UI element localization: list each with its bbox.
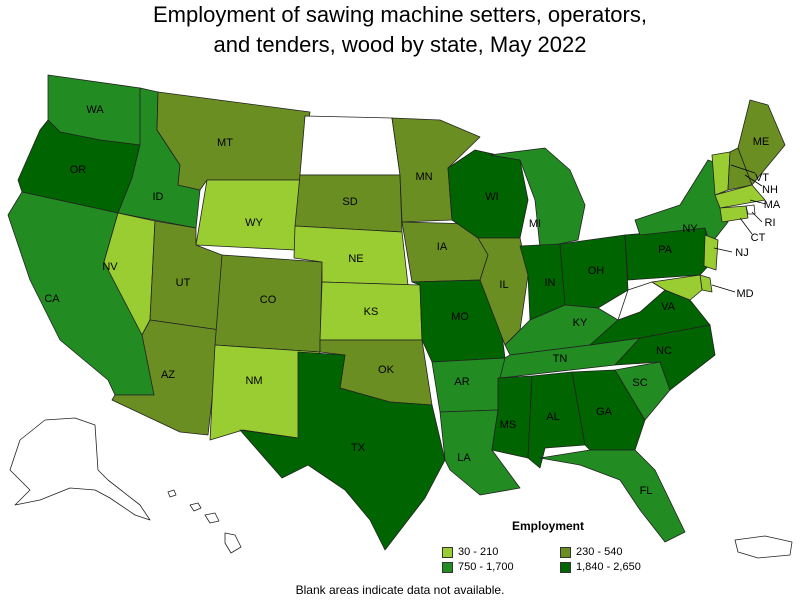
state-label-NC: NC bbox=[656, 345, 672, 357]
state-label-IL: IL bbox=[499, 279, 508, 291]
legend-item-2: 230 - 540 bbox=[560, 546, 622, 558]
state-label-SC: SC bbox=[632, 377, 647, 389]
state-label-LA: LA bbox=[457, 452, 471, 464]
state-label-VT: VT bbox=[755, 172, 769, 184]
state-label-NE: NE bbox=[348, 253, 363, 265]
legend-item-1: 30 - 210 bbox=[442, 546, 498, 558]
legend-label-1: 30 - 210 bbox=[458, 546, 499, 558]
state-NY[interactable] bbox=[634, 159, 729, 246]
state-PR[interactable] bbox=[734, 535, 793, 559]
state-label-GA: GA bbox=[596, 406, 613, 418]
legend-swatch-1 bbox=[442, 546, 453, 558]
state-FL[interactable] bbox=[539, 449, 686, 543]
legend-label-4: 1,840 - 2,650 bbox=[576, 561, 641, 573]
state-label-NY: NY bbox=[682, 223, 698, 235]
legend-swatch-3 bbox=[442, 561, 453, 573]
legend-label-2: 230 - 540 bbox=[576, 546, 623, 558]
state-label-CT: CT bbox=[751, 232, 766, 244]
state-label-KY: KY bbox=[573, 317, 588, 329]
state-label-WA: WA bbox=[86, 104, 104, 116]
state-label-NV: NV bbox=[102, 261, 118, 273]
state-label-VA: VA bbox=[661, 301, 676, 313]
state-label-CA: CA bbox=[44, 293, 60, 305]
legend-title: Employment bbox=[512, 519, 585, 533]
state-NJ[interactable] bbox=[703, 234, 719, 271]
state-label-MO: MO bbox=[451, 311, 469, 323]
state-label-TX: TX bbox=[351, 442, 366, 454]
state-MT[interactable] bbox=[156, 91, 311, 191]
state-label-ME: ME bbox=[753, 136, 770, 148]
state-VT[interactable] bbox=[711, 151, 731, 196]
state-MD[interactable] bbox=[651, 274, 703, 301]
state-label-PA: PA bbox=[658, 244, 673, 256]
state-WI[interactable] bbox=[447, 149, 529, 239]
state-label-IN: IN bbox=[545, 277, 556, 289]
state-label-MT: MT bbox=[217, 137, 233, 149]
state-AK[interactable] bbox=[9, 417, 151, 521]
state-label-NM: NM bbox=[245, 375, 262, 387]
state-label-ID: ID bbox=[153, 191, 164, 203]
state-label-AZ: AZ bbox=[161, 369, 175, 381]
state-label-IA: IA bbox=[437, 241, 448, 253]
state-label-MI: MI bbox=[529, 218, 541, 230]
state-OH[interactable] bbox=[559, 234, 629, 309]
state-label-KS: KS bbox=[364, 306, 379, 318]
state-label-OH: OH bbox=[588, 265, 605, 277]
state-label-NH: NH bbox=[762, 184, 778, 196]
legend-label-3: 750 - 1,700 bbox=[458, 561, 514, 573]
callout-lines bbox=[711, 164, 767, 293]
state-MS[interactable] bbox=[491, 375, 533, 459]
state-label-MN: MN bbox=[415, 171, 432, 183]
state-label-NJ: NJ bbox=[735, 247, 748, 259]
state-ND[interactable] bbox=[299, 115, 401, 176]
state-WY[interactable] bbox=[195, 179, 301, 251]
footnote: Blank areas indicate data not available. bbox=[295, 583, 505, 597]
state-label-MA: MA bbox=[764, 199, 781, 211]
state-ME[interactable] bbox=[737, 99, 786, 186]
state-CT[interactable] bbox=[719, 205, 749, 223]
state-label-MS: MS bbox=[500, 419, 517, 431]
state-label-OR: OR bbox=[70, 164, 87, 176]
state-MA[interactable] bbox=[714, 184, 766, 209]
legend-item-3: 750 - 1,700 bbox=[442, 561, 514, 573]
state-MI[interactable] bbox=[489, 147, 586, 249]
state-label-AR: AR bbox=[454, 376, 469, 388]
map-title: Employment of sawing machine setters, op… bbox=[0, 0, 800, 60]
state-HI[interactable] bbox=[167, 489, 242, 554]
legend-item-4: 1,840 - 2,650 bbox=[560, 561, 641, 573]
state-label-TN: TN bbox=[553, 353, 568, 365]
state-label-MD: MD bbox=[736, 288, 753, 300]
state-label-WY: WY bbox=[245, 217, 263, 229]
state-label-SD: SD bbox=[342, 196, 357, 208]
state-label-WI: WI bbox=[485, 191, 498, 203]
title-line-1: Employment of sawing machine setters, op… bbox=[152, 2, 647, 27]
state-label-UT: UT bbox=[176, 277, 191, 289]
state-label-OK: OK bbox=[378, 364, 395, 376]
title-line-2: and tenders, wood by state, May 2022 bbox=[213, 32, 587, 57]
legend-swatch-4 bbox=[560, 561, 571, 573]
state-TX[interactable] bbox=[239, 351, 446, 551]
state-label-RI: RI bbox=[765, 217, 776, 229]
state-label-FL: FL bbox=[640, 485, 653, 497]
state-RI[interactable] bbox=[745, 204, 756, 215]
legend-swatch-2 bbox=[560, 546, 571, 558]
state-label-AL: AL bbox=[546, 411, 559, 423]
state-label-CO: CO bbox=[260, 294, 277, 306]
